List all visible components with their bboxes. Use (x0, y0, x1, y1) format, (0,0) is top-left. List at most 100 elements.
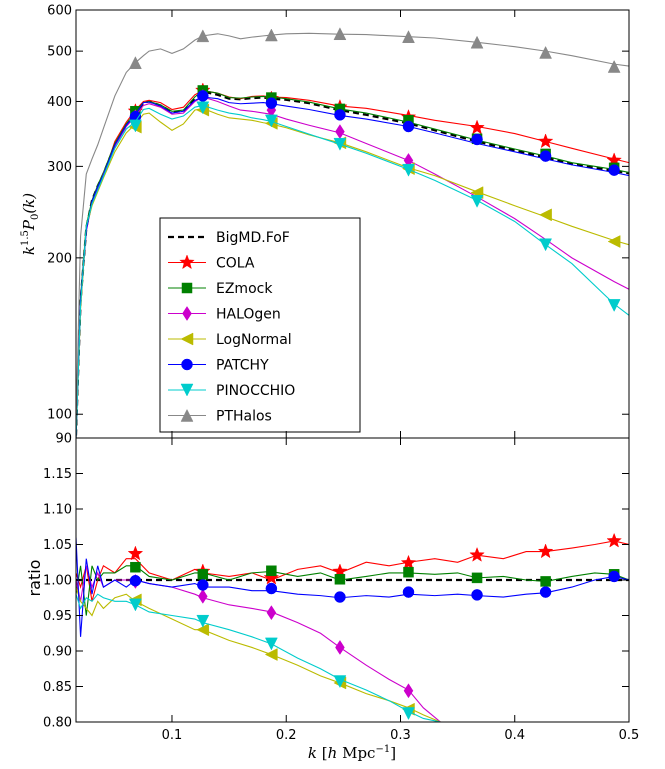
ezmock-marker (197, 569, 209, 580)
halogen-marker (335, 639, 345, 655)
legend-swatch-marker (180, 383, 194, 397)
x-tick-label: 0.3 (390, 728, 411, 743)
pinocchio-line (76, 104, 629, 438)
legend-item-patchy: PATCHY (168, 358, 269, 374)
pinocchio-marker (196, 101, 210, 115)
patchy-marker (402, 586, 415, 598)
y-tick-label: 600 (47, 4, 72, 19)
patchy-marker (608, 164, 620, 176)
legend: BigMD.FoF COLA EZmock HALOgen LogNormal PATCH… (159, 217, 361, 433)
y-tick-label: 1.05 (43, 538, 72, 553)
ratio-xlabel: k [h Mpc−1] (308, 744, 396, 762)
ezmock-marker (471, 572, 483, 584)
legend-label: PATCHY (216, 358, 269, 374)
y-tick-label: 0.95 (43, 609, 72, 624)
patchy-marker (471, 133, 483, 146)
series-pinocchio (76, 593, 441, 722)
halogen-marker (198, 588, 208, 604)
pinocchio-marker (470, 195, 484, 208)
legend-label: LogNormal (216, 332, 292, 348)
y-tick-label: 1.00 (43, 574, 72, 589)
legend-label: BigMD.FoF (216, 230, 290, 246)
pthalos-marker (264, 28, 278, 42)
patchy-marker (197, 90, 209, 102)
legend-swatch-marker (180, 332, 194, 346)
pinocchio-marker (196, 614, 210, 628)
legend-item-halogen: HALOgen (168, 306, 281, 323)
y-tick-label: 200 (47, 251, 72, 266)
legend-label: COLA (216, 256, 255, 272)
y-tick-label: 0.85 (43, 680, 72, 695)
legend-item-pinocchio: PINOCCHIO (168, 383, 295, 399)
series-pthalos (76, 27, 629, 426)
pinocchio-marker (264, 637, 278, 651)
lognormal-marker (264, 648, 278, 661)
x-tick-label: 0.5 (619, 728, 640, 743)
legend-swatch-marker (182, 306, 192, 321)
y-tick-label: 1.15 (43, 467, 72, 482)
y-tick-label: 400 (47, 95, 72, 110)
patchy-line (76, 537, 629, 637)
lognormal-marker (539, 208, 552, 222)
y-tick-label: 300 (47, 160, 72, 175)
lognormal-line (76, 586, 441, 722)
pthalos-marker (539, 45, 552, 59)
ratio-x-ticks: 0.1 0.2 0.3 0.4 0.5 (162, 10, 640, 743)
cola-marker (606, 532, 622, 548)
pinocchio-line (76, 593, 441, 722)
halogen-marker (335, 124, 345, 140)
patchy-marker (539, 150, 552, 162)
ratio-frame (75, 437, 630, 723)
legend-box (159, 217, 361, 433)
cola-marker (400, 554, 417, 570)
y-tick-label: 100 (47, 408, 72, 423)
pinocchio-marker (607, 299, 621, 312)
pinocchio-marker (539, 238, 552, 252)
ratio-series (76, 532, 629, 722)
pthalos-marker (129, 56, 142, 69)
halogen-line (76, 565, 441, 722)
cola-marker (469, 119, 485, 135)
patchy-marker (334, 109, 346, 121)
legend-swatch-marker (179, 254, 195, 270)
x-tick-label: 0.4 (504, 728, 525, 743)
legend-swatch-marker (180, 408, 194, 422)
patchy-marker (197, 579, 209, 591)
ezmock-marker (334, 574, 346, 585)
pinocchio-marker (129, 598, 142, 612)
cola-marker (127, 545, 144, 561)
cola-marker (537, 133, 554, 149)
cola-marker (263, 569, 280, 585)
series-patchy (76, 90, 629, 438)
cola-marker (537, 543, 554, 559)
patchy-marker (608, 570, 620, 583)
ratio-panel: 0.800.850.900.951.001.051.101.15 0.1 0.2 0… (25, 10, 639, 762)
patchy-marker (129, 574, 142, 587)
lognormal-marker (607, 235, 621, 248)
pinocchio-marker (402, 163, 415, 177)
legend-label: EZmock (216, 281, 273, 297)
pinocchio-marker (264, 114, 278, 128)
patchy-marker (334, 591, 346, 603)
x-tick-label: 0.1 (162, 728, 183, 743)
legend-item-lognormal: LogNormal (168, 332, 292, 348)
cola-marker (469, 546, 485, 562)
legend-swatch-marker (181, 358, 193, 371)
y-tick-label: 500 (47, 45, 72, 60)
series-halogen (76, 565, 441, 722)
ezmock-marker (540, 576, 551, 587)
ezmock-marker (266, 565, 277, 577)
pthalos-line (76, 32, 629, 426)
y-tick-label: 0.80 (43, 716, 72, 731)
power-spectrum-ylabel: k1.5P0(k) (20, 193, 41, 255)
ratio-ylabel: ratio (25, 560, 44, 597)
lognormal-line (76, 107, 629, 438)
legend-label: PINOCCHIO (216, 383, 295, 399)
patchy-marker (402, 120, 415, 133)
pthalos-marker (333, 27, 347, 41)
legend-item-bigmd-fof: BigMD.FoF (168, 230, 290, 246)
power-spectrum-series (76, 27, 629, 438)
patchy-marker (539, 586, 552, 598)
legend-label: HALOgen (216, 307, 281, 323)
